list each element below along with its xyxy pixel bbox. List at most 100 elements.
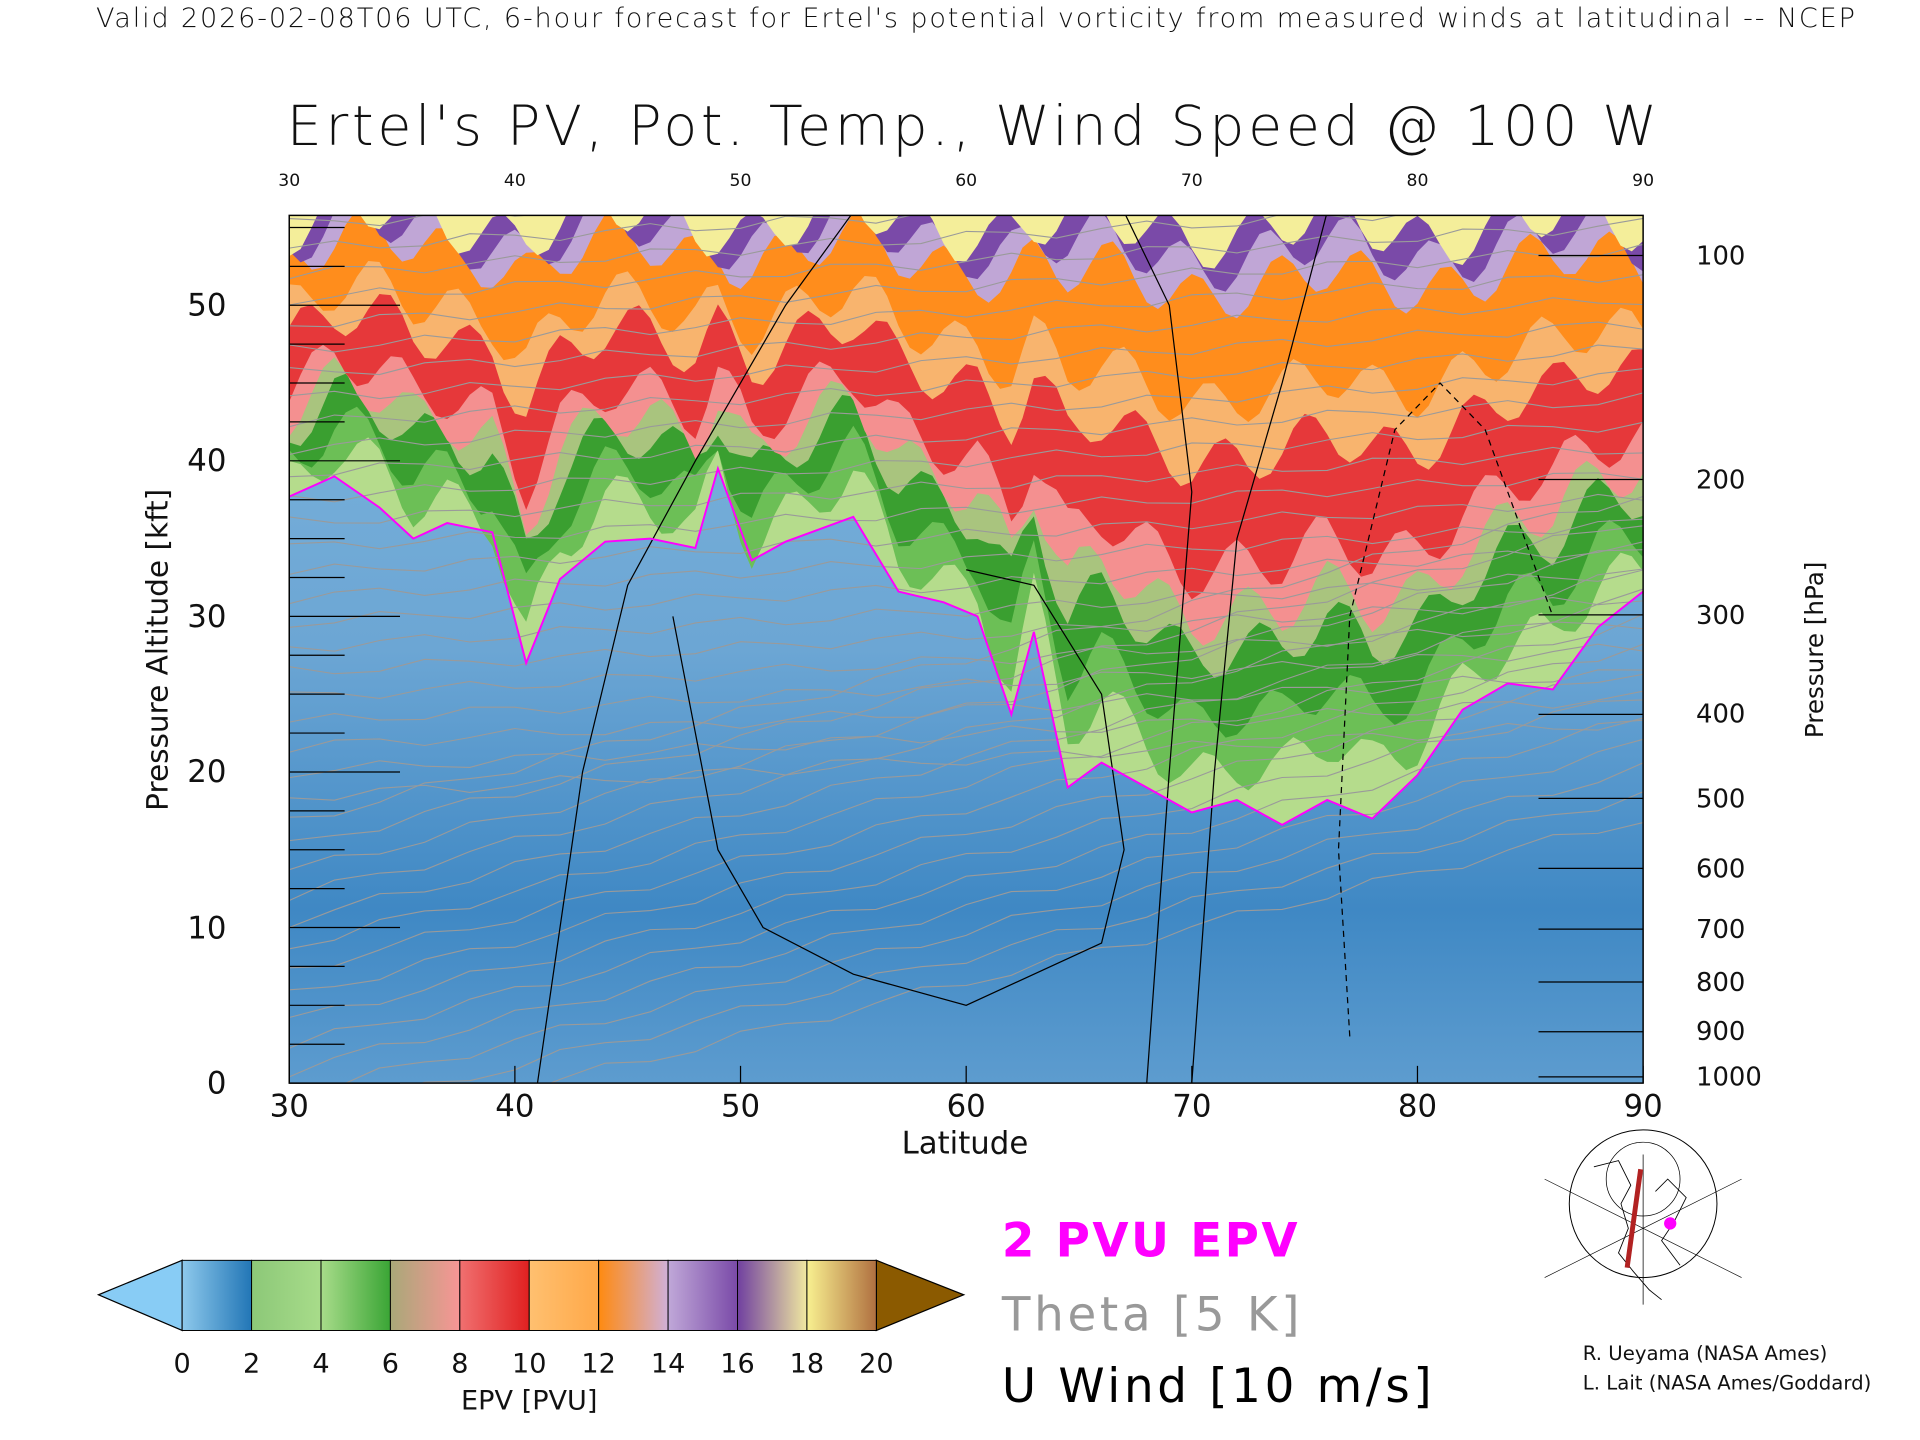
colorbar-segment — [528, 1259, 600, 1331]
y-tick-label: 40 — [187, 442, 227, 479]
theta-contour — [289, 690, 1644, 779]
u-wind-negative-contour — [1337, 382, 1554, 1037]
colorbar-tick-label: 20 — [859, 1348, 894, 1380]
theta-contour — [289, 738, 1644, 1078]
theta-contour — [549, 822, 1644, 1084]
top-x-tick-label: 50 — [729, 171, 752, 191]
theta-contour — [289, 673, 1644, 991]
theta-contour — [289, 495, 1644, 818]
theta-contour — [289, 215, 913, 249]
top-x-tick-label: 80 — [1406, 171, 1429, 191]
colorbar-segment — [251, 1259, 322, 1331]
legend-2pvu: 2 PVU EPV — [1001, 1213, 1301, 1268]
cross-section-line — [1624, 1168, 1644, 1269]
theta-contour — [289, 344, 1644, 428]
location-map-inset — [1544, 1129, 1742, 1305]
theta-contour — [289, 217, 1644, 306]
theta-contour — [289, 421, 1644, 503]
theta-contour — [289, 368, 1644, 456]
colorbar-over-arrow — [875, 1259, 966, 1332]
theta-contour — [289, 446, 1644, 524]
y-tick-label: 0 — [206, 1065, 227, 1101]
pressure-tick-label: 800 — [1696, 967, 1746, 997]
colorbar-tick-label: 6 — [381, 1348, 400, 1380]
pressure-tick-label: 900 — [1696, 1016, 1746, 1047]
colorbar-tick-label: 8 — [451, 1348, 469, 1380]
theta-contour — [289, 588, 1644, 929]
colorbar-tick-label: 16 — [720, 1348, 755, 1380]
legend-u-wind: U Wind [10 m/s] — [1001, 1358, 1436, 1413]
theta-contour — [289, 96, 1643, 178]
x-axis-label: Latitude — [901, 1124, 1029, 1161]
u-wind-contour — [672, 569, 1125, 1006]
theta-contour — [289, 215, 1399, 280]
colorbar-tick-label: 0 — [173, 1348, 191, 1380]
x-tick-label: 40 — [495, 1088, 535, 1124]
pressure-tick-label: 700 — [1696, 914, 1746, 944]
credit-2: L. Lait (NASA Ames/Goddard) — [1582, 1371, 1872, 1395]
pressure-tick-label: 200 — [1696, 464, 1746, 495]
theta-contour — [289, 643, 1644, 969]
theta-contour — [289, 274, 1644, 353]
theta-contour — [289, 717, 1644, 801]
theta-contour — [289, 243, 1644, 328]
theta-contour — [289, 569, 1644, 652]
theta-contour — [289, 549, 1644, 871]
y-axis-label: Pressure Altitude [kft] — [140, 488, 175, 811]
chart-subtitle: Valid 2026-02-08T06 UTC, 6-hour forecast… — [96, 3, 1857, 35]
theta-contour — [289, 525, 1644, 842]
legend-theta: Theta [5 K] — [1001, 1287, 1304, 1342]
y-tick-label: 30 — [187, 598, 227, 635]
x-tick-label: 80 — [1397, 1088, 1438, 1124]
colorbar-tick-label: 12 — [581, 1348, 616, 1380]
pv-band-10 — [289, 215, 1644, 269]
map-coastlines — [1593, 1160, 1687, 1301]
pressure-tick-label: 400 — [1696, 699, 1746, 730]
x-tick-label: 30 — [269, 1088, 309, 1124]
theta-contour — [289, 669, 1644, 753]
u-wind-contour — [1125, 215, 1193, 1084]
pressure-tick-label: 1000 — [1696, 1062, 1762, 1092]
colorbar-label: EPV [PVU] — [461, 1385, 598, 1417]
colorbar-segment — [389, 1259, 461, 1331]
colorbar-segment — [320, 1259, 391, 1331]
credit-1: R. Ueyama (NASA Ames) — [1582, 1341, 1828, 1365]
colorbar-tick-label: 2 — [242, 1348, 261, 1380]
x-tick-label: 90 — [1623, 1088, 1663, 1124]
colorbar-segment — [667, 1259, 738, 1331]
u-wind-contour — [536, 215, 852, 1084]
colorbar-tick-label: 4 — [312, 1348, 330, 1380]
pressure-tick-label: 600 — [1696, 853, 1746, 884]
theta-contour — [289, 643, 1644, 723]
top-x-tick-label: 90 — [1632, 171, 1655, 191]
theta-contour — [289, 719, 1644, 1049]
location-dot — [1664, 1217, 1677, 1230]
u-wind-contour — [1191, 215, 1327, 1084]
theta-contour — [289, 541, 1644, 628]
theta-contour — [289, 392, 1644, 478]
pressure-tick-label: 300 — [1696, 600, 1746, 630]
colorbar-segment — [806, 1259, 877, 1331]
colorbar-tick-label: 10 — [512, 1348, 547, 1380]
pressure-tick-label: 500 — [1696, 783, 1746, 814]
colorbar-segment — [737, 1259, 808, 1331]
theta-contour — [289, 321, 1644, 400]
pressure-tick-label: 100 — [1696, 240, 1746, 271]
theta-contour — [289, 493, 1644, 575]
colorbar-tick-label: 14 — [650, 1348, 686, 1380]
theta-contour — [289, 472, 1644, 550]
top-x-tick-label: 40 — [503, 171, 526, 191]
theta-contour — [289, 568, 1644, 901]
top-x-tick-label: 30 — [278, 171, 301, 191]
x-tick-label: 70 — [1172, 1088, 1212, 1124]
y-tick-label: 20 — [187, 754, 227, 790]
x-tick-label: 60 — [946, 1088, 986, 1124]
theta-contour — [289, 596, 1644, 675]
colorbar-segment — [459, 1259, 530, 1331]
x-tick-label: 50 — [720, 1088, 761, 1124]
y-tick-label: 50 — [187, 287, 227, 324]
colorbar-under-arrow — [96, 1259, 183, 1332]
theta-contour — [289, 699, 1644, 1019]
top-x-tick-label: 70 — [1180, 171, 1203, 191]
